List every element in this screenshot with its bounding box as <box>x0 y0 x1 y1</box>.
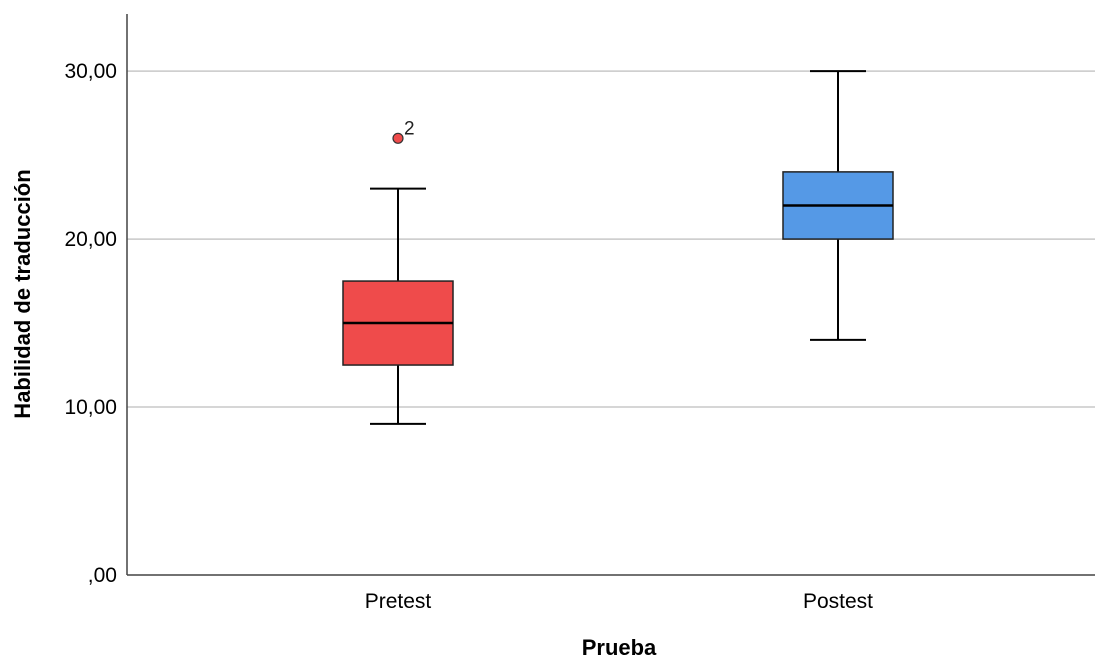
boxes: 2 <box>342 70 894 425</box>
y-tick-label: 10,00 <box>64 396 117 419</box>
labels: ,00 10,00 20,00 30,00 Pretest Postest <box>64 60 873 613</box>
x-tick-label: Pretest <box>365 590 432 613</box>
outlier-point <box>392 132 404 144</box>
box-postest <box>782 70 894 341</box>
y-tick-label: 30,00 <box>64 60 117 83</box>
box-pretest: 2 <box>342 118 454 425</box>
gridlines <box>127 70 1095 408</box>
x-tick-label: Postest <box>803 590 873 613</box>
outlier-label: 2 <box>404 118 415 139</box>
axes <box>126 14 1095 576</box>
y-axis-title: Habilidad de traducción <box>10 169 35 418</box>
x-axis-title: Prueba <box>582 635 657 659</box>
y-tick-label: ,00 <box>88 564 117 587</box>
y-tick-label: 20,00 <box>64 228 117 251</box>
